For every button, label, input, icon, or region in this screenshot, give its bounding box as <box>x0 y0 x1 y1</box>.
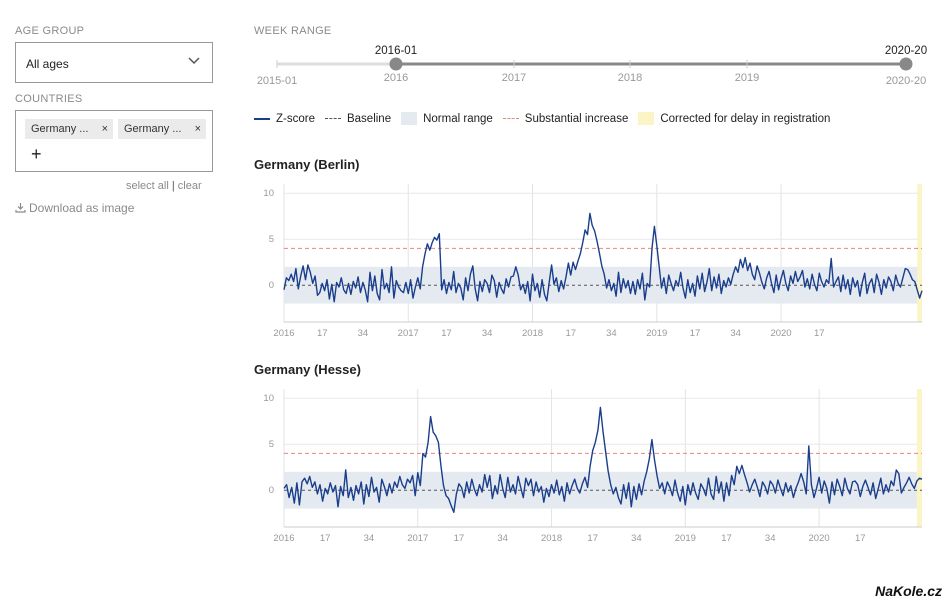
x-tick-label: 34 <box>482 328 493 339</box>
slider-max-label: 2020-20 <box>886 75 926 87</box>
countries-multiselect[interactable]: Germany ... × Germany ... × + <box>15 110 213 172</box>
x-tick-label: 2020 <box>809 533 830 544</box>
age-group-select[interactable]: All ages <box>15 42 213 83</box>
x-tick-label: 17 <box>454 533 465 544</box>
legend-baseline: Baseline <box>324 112 392 125</box>
x-tick-label: 2019 <box>675 533 696 544</box>
x-tick-label: 34 <box>497 533 508 544</box>
x-tick-label: 2017 <box>398 328 419 339</box>
slider-handle-end[interactable] <box>899 57 913 71</box>
x-tick-label: 17 <box>320 533 331 544</box>
slider-min-label: 2015-01 <box>257 75 297 87</box>
x-tick-label: 17 <box>587 533 598 544</box>
x-tick-label: 17 <box>814 328 825 339</box>
legend-baseline-label: Baseline <box>346 112 392 125</box>
zscore-line <box>283 406 923 513</box>
clear-link[interactable]: clear <box>177 180 202 192</box>
legend-zscore-swatch <box>254 117 270 120</box>
legend-substantial: Substantial increase <box>502 112 629 125</box>
link-separator: | <box>171 180 175 192</box>
slider-selected-start: 2016-01 <box>375 45 417 57</box>
x-tick-label: 17 <box>565 328 576 339</box>
legend-corrected-label: Corrected for delay in registration <box>660 112 831 125</box>
slider-year-label: 2016 <box>384 72 408 84</box>
x-tick-label: 2017 <box>407 533 428 544</box>
corrected-band <box>917 184 922 322</box>
countries-label: COUNTRIES <box>15 93 83 105</box>
legend-zscore-label: Z-score <box>276 112 315 125</box>
chart-title-berlin: Germany (Berlin) <box>254 157 360 172</box>
slider-handle-start[interactable] <box>389 57 403 71</box>
chart-title-hesse: Germany (Hesse) <box>254 362 361 377</box>
zscore-line <box>283 212 923 303</box>
x-tick-label: 2016 <box>273 533 294 544</box>
legend-normal-swatch <box>401 112 418 125</box>
x-tick-label: 17 <box>690 328 701 339</box>
x-tick-label: 34 <box>606 328 617 339</box>
x-tick-label: 34 <box>765 533 776 544</box>
legend-normal: Normal range <box>401 112 493 125</box>
y-tick-label: 0 <box>269 280 274 291</box>
legend-corrected-swatch <box>638 112 655 125</box>
add-country-icon[interactable]: + <box>31 144 42 164</box>
legend-normal-label: Normal range <box>423 112 493 125</box>
x-tick-label: 34 <box>730 328 741 339</box>
slider-year-label: 2017 <box>502 72 526 84</box>
x-tick-label: 2020 <box>770 328 791 339</box>
x-tick-label: 2018 <box>541 533 562 544</box>
chip-remove-icon[interactable]: × <box>194 123 201 135</box>
chart-legend: Z-score Baseline Normal range Substantia… <box>254 112 840 125</box>
age-group-label: AGE GROUP <box>15 25 85 37</box>
x-tick-label: 34 <box>358 328 369 339</box>
country-chip-label: Germany ... <box>124 123 182 135</box>
week-range-slider[interactable]: 2016-01 2020-20 2015-01 2016 2017 2018 2… <box>250 40 940 90</box>
country-chip-label: Germany ... <box>31 123 89 135</box>
selection-links: select all | clear <box>126 180 202 192</box>
chart-berlin: 10 5 0 2016 17 34 2017 17 34 2018 17 34 2019 17 34 2020… <box>263 184 923 339</box>
corrected-band <box>916 389 922 527</box>
slider-year-label: 2018 <box>618 72 642 84</box>
y-tick-label: 10 <box>263 393 274 404</box>
legend-substantial-label: Substantial increase <box>524 112 629 125</box>
week-range-label: WEEK RANGE <box>254 25 332 37</box>
slider-year-label: 2019 <box>735 72 759 84</box>
y-tick-label: 0 <box>269 485 274 496</box>
x-tick-label: 2018 <box>522 328 543 339</box>
x-tick-label: 2016 <box>273 328 294 339</box>
legend-corrected: Corrected for delay in registration <box>638 112 830 125</box>
x-tick-label: 17 <box>441 328 452 339</box>
x-tick-label: 34 <box>631 533 642 544</box>
legend-zscore: Z-score <box>254 113 315 125</box>
country-chip: Germany ... × <box>25 119 113 139</box>
y-tick-label: 5 <box>269 234 274 245</box>
download-label: Download as image <box>29 201 135 215</box>
age-group-value: All ages <box>26 57 69 71</box>
legend-substantial-swatch <box>502 118 519 119</box>
download-icon <box>15 203 26 213</box>
x-tick-label: 17 <box>721 533 732 544</box>
download-button[interactable]: Download as image <box>15 201 134 215</box>
legend-baseline-swatch <box>324 118 341 119</box>
slider-selected-end: 2020-20 <box>885 45 927 57</box>
select-all-link[interactable]: select all <box>126 180 169 192</box>
chip-remove-icon[interactable]: × <box>101 123 108 135</box>
x-tick-label: 2019 <box>646 328 667 339</box>
x-tick-label: 34 <box>364 533 375 544</box>
x-tick-label: 17 <box>855 533 866 544</box>
y-tick-label: 10 <box>263 188 274 199</box>
chart-hesse: 10 5 0 2016 17 34 2017 17 34 2018 17 34 2019 17 34 2020… <box>263 389 923 544</box>
watermark: NaKole.cz <box>875 583 942 599</box>
x-tick-label: 17 <box>317 328 328 339</box>
y-tick-label: 5 <box>269 439 274 450</box>
country-chip: Germany ... × <box>118 119 206 139</box>
chevron-down-icon <box>188 57 200 65</box>
